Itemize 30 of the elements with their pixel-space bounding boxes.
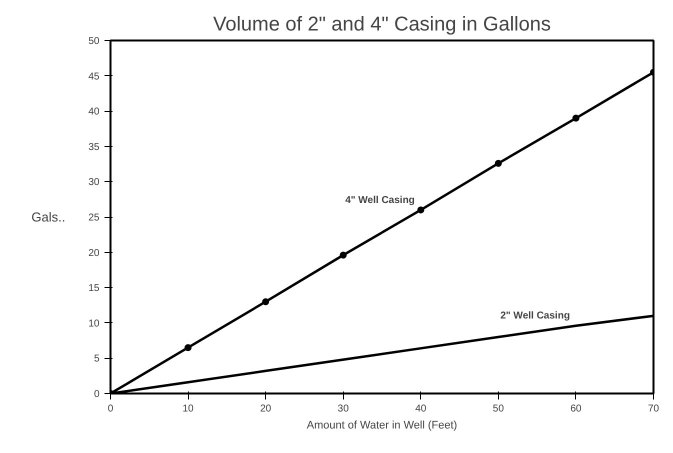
point [494, 160, 502, 167]
y-tick-label: 45 [88, 71, 100, 82]
x-tick-label: 40 [415, 404, 427, 414]
series-label: 4" Well Casing [345, 194, 415, 206]
y-tick-label: 35 [88, 142, 100, 153]
point [340, 252, 347, 259]
x-tick-label: 20 [260, 404, 272, 414]
x-tick-label: 50 [492, 404, 504, 414]
point [184, 344, 192, 352]
x-tick-label: 60 [570, 404, 582, 414]
point [417, 206, 424, 214]
y-tick-label: 15 [88, 283, 100, 294]
y-tick-label: 25 [88, 212, 100, 224]
point [572, 114, 580, 122]
point [262, 298, 270, 306]
y-tick-label: 50 [88, 36, 100, 47]
x-axis-title: Amount of Water in Well (Feet) [306, 420, 458, 432]
x-tick-label: 10 [182, 404, 194, 414]
y-tick-label: 40 [88, 106, 100, 118]
y-tick-label: 0 [94, 389, 100, 400]
y-tick-label: 30 [88, 177, 100, 188]
y-tick-label: 20 [88, 248, 100, 259]
series-label: 2" Well Casing [500, 310, 570, 322]
x-tick-label: 30 [338, 404, 350, 414]
chart-title: Volume of 2" and 4" Casing in Gallons [213, 14, 551, 36]
x-tick-label: 70 [648, 404, 660, 414]
x-tick-label: 0 [108, 404, 114, 414]
y-tick-label: 10 [88, 318, 100, 330]
y-tick-label: 5 [94, 354, 100, 365]
y-axis-title: Gals.. [31, 210, 66, 224]
